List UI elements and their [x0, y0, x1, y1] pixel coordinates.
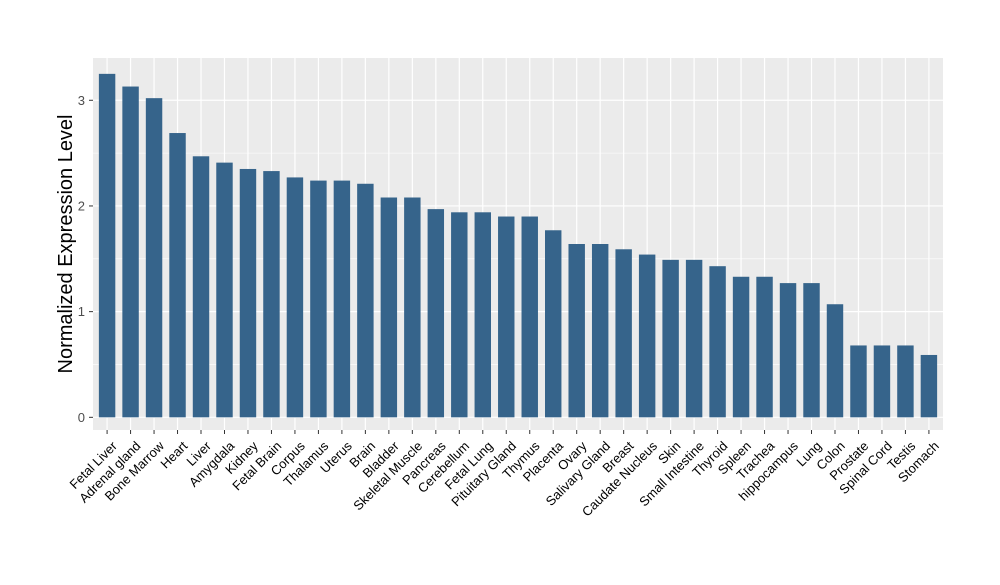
- bar-lung: [803, 283, 820, 418]
- bar-liver: [192, 156, 210, 418]
- bar-ovary: [568, 244, 585, 418]
- bar-spinal-cord: [873, 345, 891, 418]
- bar-amygdala: [216, 162, 233, 418]
- bar-placenta: [545, 230, 562, 418]
- y-axis-label: Normalized Expression Level: [55, 114, 77, 373]
- bar-stomach: [920, 354, 938, 418]
- bar-cerebellum: [451, 212, 468, 418]
- bar-corpus: [286, 177, 304, 418]
- plot-panel: [93, 58, 943, 430]
- bar-thyroid: [709, 266, 726, 418]
- bar-caudate-nucleus: [638, 254, 656, 418]
- bar-spleen: [732, 276, 750, 418]
- y-tick-label: 0: [78, 410, 85, 425]
- y-tick-label: 2: [78, 198, 85, 213]
- bar-prostate: [850, 345, 867, 418]
- bar-testis: [897, 345, 914, 418]
- bar-fetal-liver: [98, 73, 116, 418]
- bar-colon: [826, 304, 844, 418]
- y-tick-label: 3: [78, 93, 85, 108]
- bar-brain: [357, 183, 374, 418]
- bar-breast: [615, 249, 632, 418]
- y-tick-label: 1: [78, 304, 85, 319]
- bar-kidney: [239, 168, 257, 418]
- bar-thymus: [521, 216, 538, 418]
- bar-pituitary-gland: [498, 216, 515, 418]
- bar-hippocampus: [779, 283, 797, 418]
- bar-skeletal-muscle: [404, 197, 421, 418]
- bar-small-intestine: [685, 259, 703, 418]
- bar-skin: [662, 259, 679, 418]
- bar-fetal-brain: [263, 171, 280, 418]
- bar-trachea: [756, 276, 773, 418]
- bar-bone-marrow: [145, 98, 163, 418]
- bar-thalamus: [310, 180, 327, 418]
- y-axis-ticks: 0 1 2 3: [78, 93, 93, 425]
- bar-adrenal-gland: [122, 86, 139, 418]
- bar-bladder: [380, 197, 398, 418]
- bar-fetal-lung: [474, 212, 491, 418]
- bar-pancreas: [427, 209, 445, 418]
- bar-heart: [169, 133, 186, 418]
- bar-salivary-gland: [591, 244, 609, 418]
- bar-uterus: [333, 180, 351, 418]
- bars: [98, 73, 938, 418]
